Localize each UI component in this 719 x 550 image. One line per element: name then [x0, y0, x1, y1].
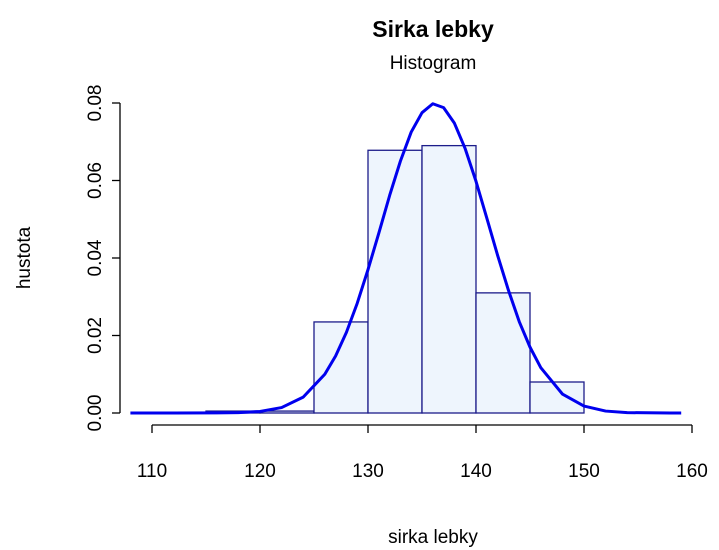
- x-tick-label: 110: [137, 461, 167, 482]
- bar: [367, 149, 423, 414]
- x-tick-label: 140: [460, 461, 492, 482]
- x-tick-label: 120: [244, 461, 276, 482]
- bar: [475, 292, 531, 414]
- y-tick-label: 0.08: [85, 85, 106, 122]
- density-curve: [130, 102, 682, 415]
- x-tick-label: 130: [352, 461, 384, 482]
- bar: [313, 321, 369, 414]
- y-tick-label: 0.06: [85, 162, 106, 199]
- y-tick-label: 0.00: [85, 395, 106, 432]
- chart-subtitle: Histogram: [390, 53, 477, 74]
- x-axis-label: sirka lebky: [388, 527, 478, 548]
- x-tick-label: 150: [568, 461, 600, 482]
- bar: [421, 144, 477, 414]
- y-tick-label: 0.02: [85, 317, 106, 354]
- chart-title: Sirka lebky: [372, 16, 494, 42]
- x-tick-label: 160: [676, 461, 708, 482]
- y-axis-label: hustota: [14, 226, 35, 289]
- y-tick-label: 0.04: [85, 239, 106, 276]
